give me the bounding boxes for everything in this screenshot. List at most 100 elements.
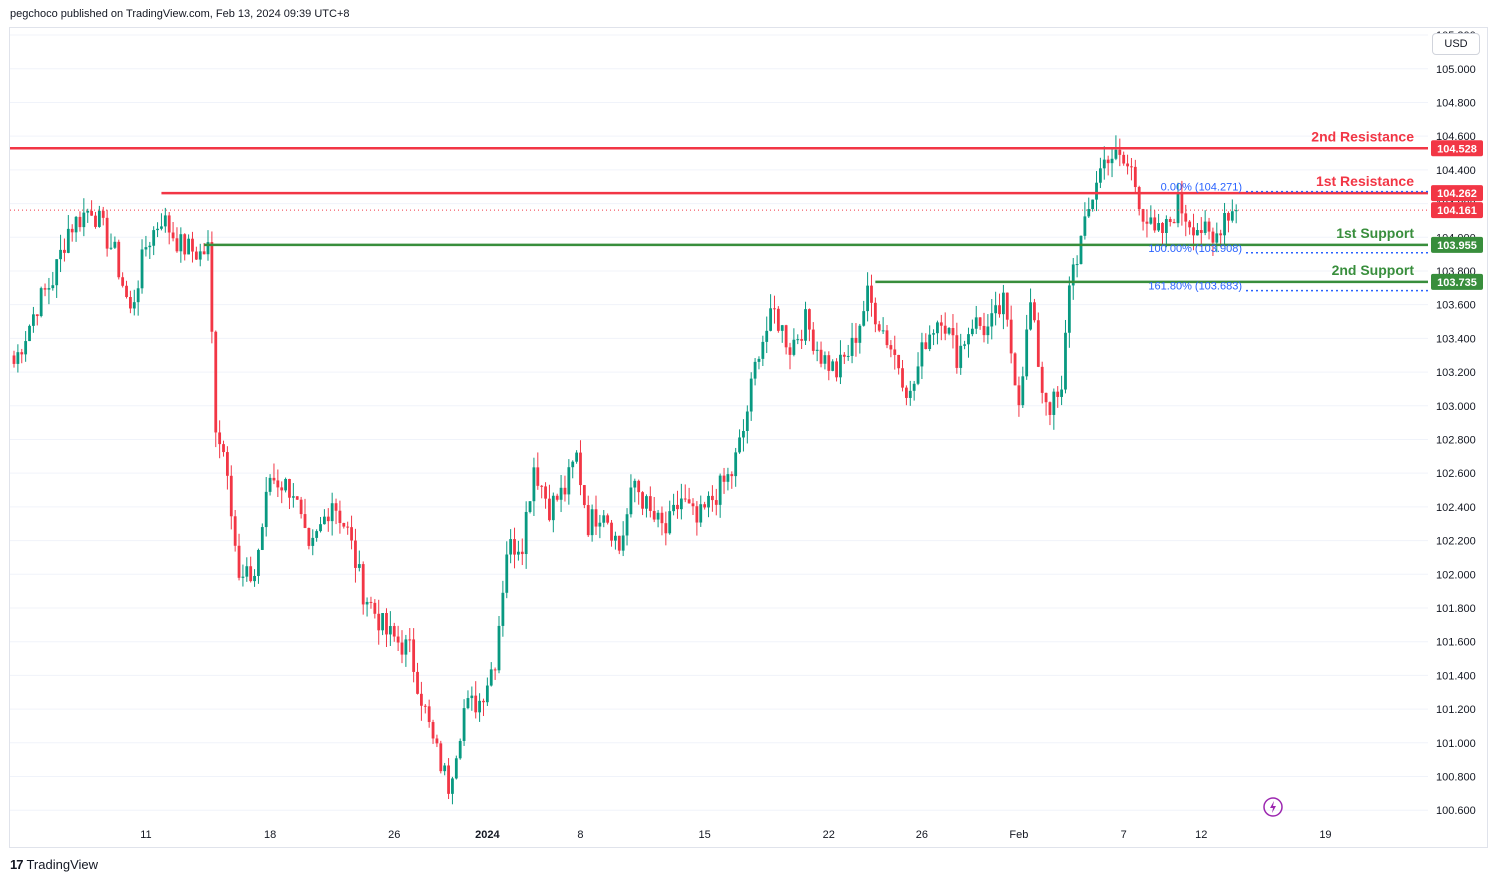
candle-down bbox=[447, 765, 450, 794]
candle-up bbox=[163, 215, 167, 227]
candle-up bbox=[753, 361, 757, 379]
lightning-icon[interactable] bbox=[1263, 797, 1283, 817]
candle-up bbox=[1025, 329, 1029, 377]
candle-up bbox=[792, 339, 796, 355]
candle-down bbox=[695, 506, 699, 523]
candle-up bbox=[936, 322, 939, 334]
candle-up bbox=[742, 430, 745, 438]
candle-up bbox=[718, 475, 722, 505]
tradingview-logo[interactable]: 17 TradingView bbox=[10, 857, 98, 872]
candle-up bbox=[140, 249, 144, 289]
tradingview-logo-text: TradingView bbox=[26, 857, 99, 872]
fib-label: 0.00% (104.271) bbox=[1161, 182, 1242, 194]
candle-down bbox=[1192, 227, 1195, 236]
candle-down bbox=[35, 314, 39, 317]
candle-up bbox=[928, 334, 932, 350]
price-tag bbox=[1431, 236, 1483, 253]
candle-down bbox=[400, 642, 404, 655]
candle-up bbox=[136, 288, 140, 303]
candle-down bbox=[1126, 163, 1129, 167]
currency-button[interactable]: USD bbox=[1432, 33, 1480, 55]
candle-down bbox=[703, 504, 707, 508]
candle-up bbox=[1083, 216, 1087, 236]
candle-down bbox=[548, 498, 551, 521]
candle-down bbox=[299, 499, 303, 515]
candle-down bbox=[493, 669, 497, 671]
candle-down bbox=[711, 495, 714, 501]
candle-down bbox=[1141, 209, 1145, 222]
candle-down bbox=[303, 514, 307, 528]
candle-down bbox=[1180, 193, 1184, 214]
candle-down bbox=[377, 613, 381, 631]
candle-up bbox=[974, 317, 978, 329]
candle-down bbox=[606, 515, 610, 523]
y-tick-label: 103.200 bbox=[1436, 367, 1476, 379]
candle-down bbox=[233, 516, 237, 546]
candle-up bbox=[1067, 285, 1071, 333]
candle-up bbox=[959, 345, 963, 368]
candle-up bbox=[780, 325, 784, 331]
x-tick-label: 18 bbox=[264, 829, 276, 841]
candle-up bbox=[567, 467, 571, 495]
candle-up bbox=[1164, 219, 1168, 234]
candle-down bbox=[361, 564, 365, 605]
candle-down bbox=[191, 238, 194, 252]
candle-down bbox=[1056, 391, 1060, 397]
candle-down bbox=[586, 505, 590, 536]
candle-down bbox=[1199, 230, 1203, 233]
candle-down bbox=[835, 361, 838, 378]
candle-up bbox=[206, 242, 210, 255]
candle-up bbox=[489, 669, 493, 686]
candle-up bbox=[656, 512, 660, 520]
candle-up bbox=[86, 210, 90, 213]
candle-down bbox=[1153, 217, 1157, 231]
candle-down bbox=[905, 387, 908, 398]
x-tick-label: 12 bbox=[1195, 829, 1207, 841]
candle-up bbox=[707, 495, 710, 508]
candle-up bbox=[1157, 223, 1160, 231]
publisher-line: pegchoco published on TradingView.com, F… bbox=[10, 8, 350, 20]
candle-down bbox=[873, 302, 877, 325]
x-tick-label: 8 bbox=[577, 829, 583, 841]
candle-up bbox=[1029, 302, 1032, 330]
candle-up bbox=[268, 477, 272, 492]
candle-down bbox=[563, 487, 567, 495]
candle-up bbox=[551, 495, 555, 521]
price-tag-label: 103.735 bbox=[1437, 277, 1477, 289]
candle-down bbox=[280, 487, 284, 491]
candle-up bbox=[1149, 217, 1153, 224]
candle-up bbox=[470, 695, 474, 699]
candle-down bbox=[536, 467, 540, 486]
candle-down bbox=[939, 322, 943, 326]
candle-down bbox=[664, 523, 668, 534]
y-tick-label: 102.000 bbox=[1436, 569, 1476, 581]
candle-up bbox=[1071, 264, 1075, 286]
candle-up bbox=[330, 503, 334, 522]
candle-down bbox=[594, 509, 598, 527]
candle-up bbox=[668, 511, 672, 534]
y-tick-label: 103.600 bbox=[1436, 300, 1476, 312]
candle-down bbox=[1211, 231, 1215, 243]
y-tick-label: 103.000 bbox=[1436, 401, 1476, 413]
candle-down bbox=[125, 285, 128, 297]
candle-down bbox=[924, 342, 928, 350]
candle-up bbox=[1176, 193, 1180, 224]
candle-down bbox=[373, 602, 377, 614]
candle-up bbox=[198, 251, 202, 260]
candle-down bbox=[1161, 223, 1164, 234]
candle-up bbox=[404, 639, 408, 655]
candle-down bbox=[648, 496, 652, 511]
candle-up bbox=[1230, 211, 1234, 221]
y-tick-label: 101.400 bbox=[1436, 670, 1476, 682]
candle-down bbox=[94, 215, 97, 227]
candle-up bbox=[916, 366, 920, 384]
candle-up bbox=[1196, 230, 1199, 236]
candle-up bbox=[699, 504, 703, 523]
candle-down bbox=[408, 639, 412, 641]
candle-down bbox=[350, 527, 353, 541]
candle-down bbox=[210, 242, 214, 332]
candle-up bbox=[745, 411, 749, 431]
candle-up bbox=[365, 601, 369, 605]
candle-down bbox=[420, 693, 423, 706]
